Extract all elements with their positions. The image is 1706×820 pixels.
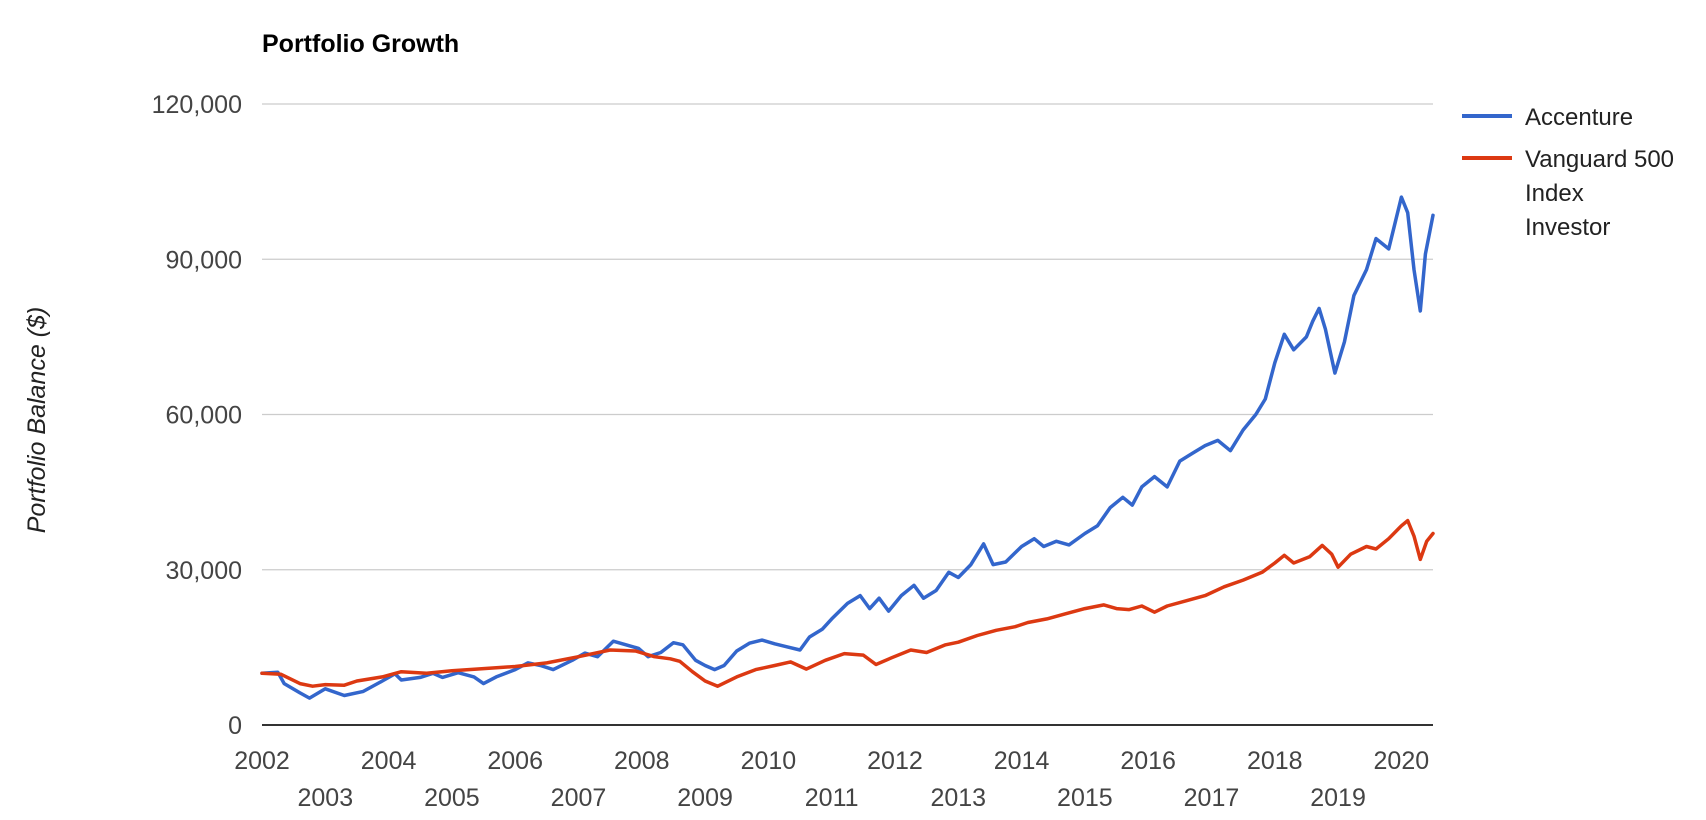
y-tick-label: 0 [228, 712, 242, 740]
x-tick-label: 2003 [297, 784, 353, 812]
x-tick-label: 2011 [805, 784, 859, 812]
y-tick-label: 30,000 [166, 557, 242, 585]
x-tick-label: 2020 [1374, 747, 1430, 775]
x-tick-label: 2019 [1310, 784, 1366, 812]
y-tick-label: 60,000 [166, 402, 242, 430]
y-tick-label: 90,000 [166, 246, 242, 274]
x-tick-label: 2012 [867, 747, 923, 775]
x-tick-label: 2018 [1247, 747, 1303, 775]
legend: Accenture Vanguard 500 Index Investor [1462, 104, 1674, 241]
chart-title: Portfolio Growth [262, 30, 459, 58]
series-line-0 [260, 195, 1435, 700]
y-axis-ticks: 0 30,000 60,000 90,000 120,000 [152, 91, 242, 740]
series-lines [260, 195, 1435, 700]
x-tick-label: 2002 [234, 747, 290, 775]
x-axis-ticks: 2002 2004 2006 2008 2010 2012 2014 2016 2018 2020… [234, 747, 1429, 812]
legend-label-0: Accenture [1525, 104, 1633, 131]
x-tick-label: 2006 [487, 747, 543, 775]
gridlines [262, 103, 1433, 571]
x-tick-label: 2017 [1184, 784, 1240, 812]
series-line-1 [260, 518, 1435, 688]
legend-label-1: Vanguard 500 Index Investor [1525, 146, 1674, 241]
x-tick-label: 2014 [994, 747, 1050, 775]
x-tick-label: 2008 [614, 747, 670, 775]
x-tick-label: 2016 [1120, 747, 1176, 775]
x-tick-label: 2007 [551, 784, 607, 812]
x-tick-label: 2015 [1057, 784, 1113, 812]
y-axis-label: Portfolio Balance ($) [23, 307, 51, 534]
x-tick-label: 2013 [930, 784, 986, 812]
x-tick-label: 2005 [424, 784, 480, 812]
x-tick-label: 2004 [361, 747, 417, 775]
y-tick-label: 120,000 [152, 91, 242, 119]
x-tick-label: 2010 [741, 747, 797, 775]
x-tick-label: 2009 [677, 784, 733, 812]
